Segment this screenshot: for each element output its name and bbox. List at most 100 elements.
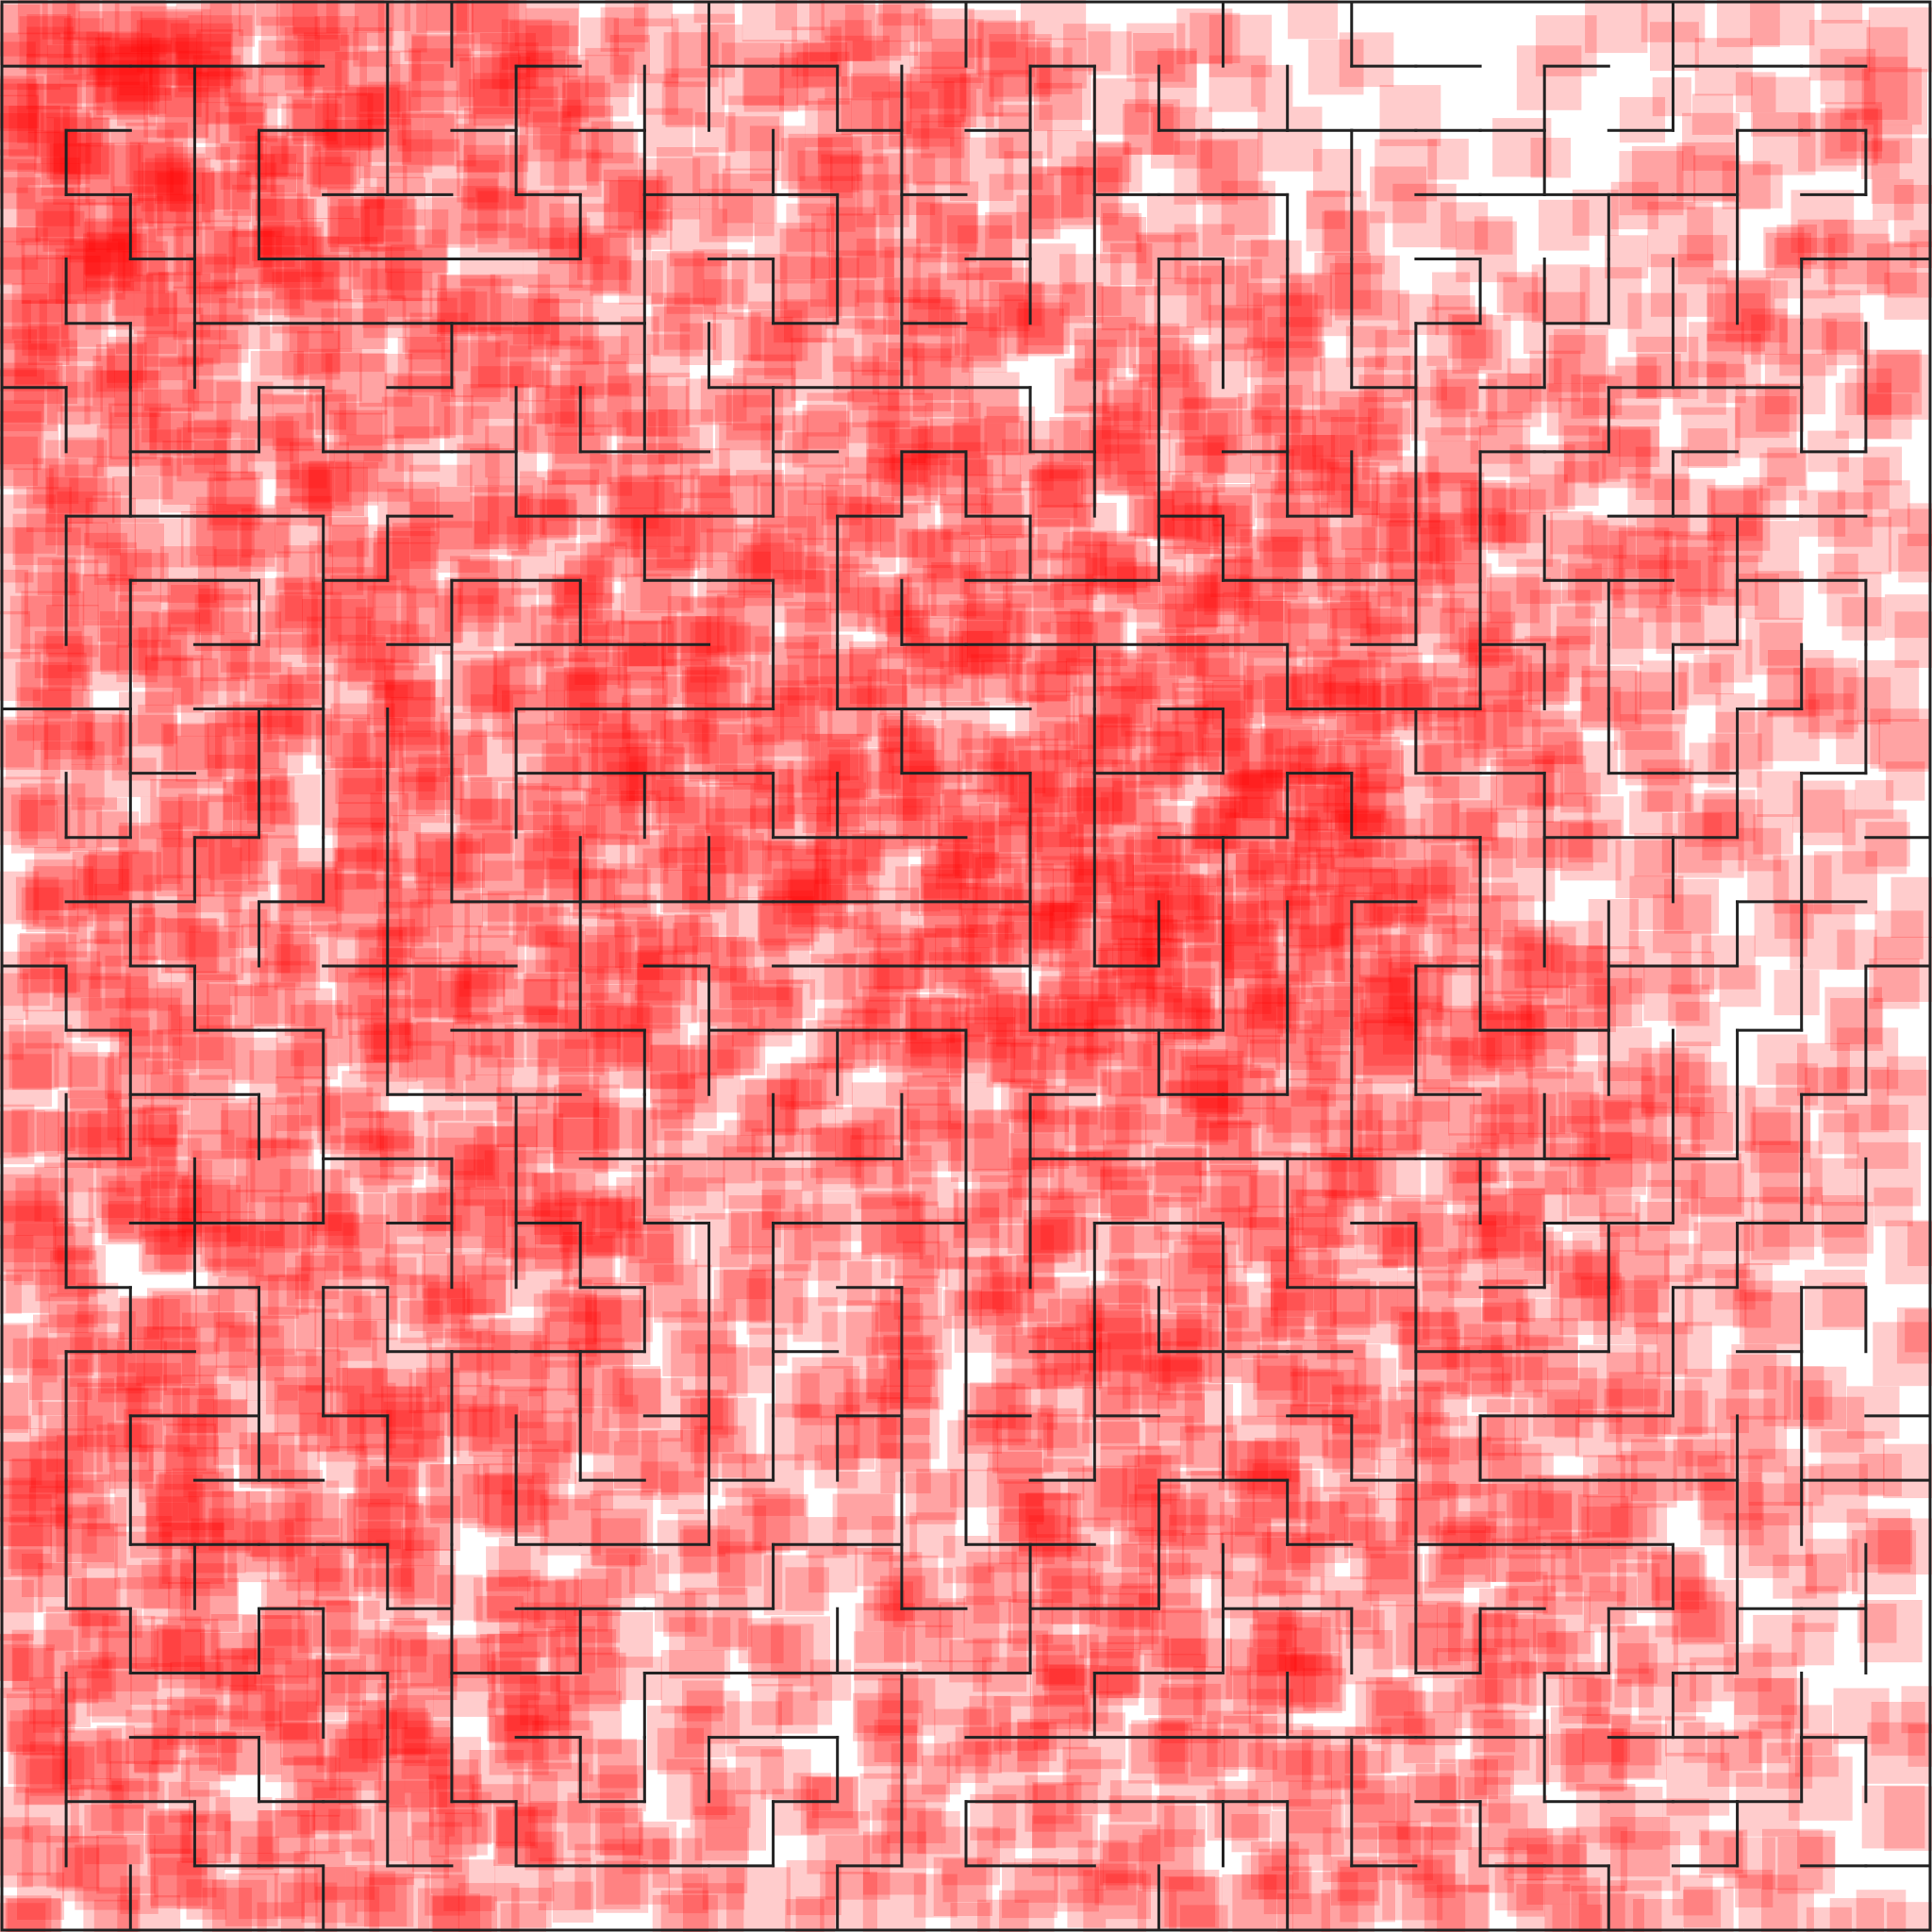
heat-mark xyxy=(560,105,613,158)
heat-mark xyxy=(408,48,472,111)
heat-mark xyxy=(255,173,304,221)
heat-mark xyxy=(86,231,134,279)
heat-mark xyxy=(133,291,177,335)
heat-mark xyxy=(405,319,445,359)
heat-mark xyxy=(307,1658,360,1713)
heat-mark xyxy=(1619,151,1684,216)
heat-mark xyxy=(125,964,173,1011)
heat-mark xyxy=(950,1902,991,1932)
heat-mark xyxy=(1791,1623,1835,1666)
heat-mark xyxy=(1033,1783,1074,1824)
heat-mark xyxy=(1134,822,1184,872)
heat-mark xyxy=(464,893,509,938)
heat-mark xyxy=(1610,1724,1667,1780)
heat-mark xyxy=(561,82,611,131)
heat-mark xyxy=(525,59,589,123)
heat-mark xyxy=(282,322,341,380)
heat-mark xyxy=(1753,112,1816,175)
heat-mark xyxy=(1441,563,1492,613)
heat-mark xyxy=(173,226,236,289)
heat-mark xyxy=(857,238,921,303)
heat-mark xyxy=(781,138,833,190)
heat-mark xyxy=(326,93,384,151)
heat-mark xyxy=(1491,489,1546,543)
heat-mark xyxy=(459,223,524,287)
heat-mark xyxy=(371,823,422,873)
heat-mark xyxy=(307,130,360,185)
heat-mark xyxy=(292,99,339,145)
heat-mark xyxy=(66,348,115,398)
heat-mark xyxy=(884,246,941,304)
heat-mark xyxy=(1864,67,1922,125)
heat-mark xyxy=(1306,190,1345,229)
heat-mark xyxy=(1135,232,1199,296)
heat-mark xyxy=(619,747,685,813)
heat-mark xyxy=(527,190,587,249)
heat-mark xyxy=(699,189,753,242)
heat-mark xyxy=(467,155,524,211)
heat-mark xyxy=(112,186,154,227)
heat-mark xyxy=(1585,0,1648,54)
heat-mark xyxy=(166,8,211,54)
heat-mark xyxy=(437,291,488,342)
heat-mark xyxy=(585,128,639,182)
heat-mark xyxy=(186,253,227,295)
heat-mark xyxy=(889,81,955,147)
heat-mark xyxy=(784,299,827,342)
heat-mark xyxy=(42,199,96,252)
heat-mark xyxy=(36,210,85,259)
heat-mark xyxy=(604,179,659,235)
heat-mark xyxy=(229,103,268,142)
heat-mark xyxy=(803,42,848,87)
heat-mark xyxy=(1062,282,1104,324)
heat-mark xyxy=(1600,1212,1640,1252)
heat-mark xyxy=(1607,365,1662,420)
heat-mark xyxy=(569,232,627,291)
heat-mark xyxy=(27,324,70,365)
heat-mark xyxy=(1671,951,1715,995)
heat-mark xyxy=(674,258,722,306)
heat-mark xyxy=(141,17,189,65)
heat-mark xyxy=(97,33,152,88)
heat-mark xyxy=(199,282,243,326)
heat-mark xyxy=(1526,1844,1588,1905)
heat-mark xyxy=(0,0,48,57)
heat-mark xyxy=(411,36,458,81)
heat-mark xyxy=(788,133,853,199)
heat-mark xyxy=(603,169,663,229)
heat-mark xyxy=(1820,48,1876,105)
heat-mark xyxy=(360,195,415,250)
heat-mark xyxy=(0,241,25,286)
heat-mark xyxy=(1135,50,1197,113)
heat-mark xyxy=(1599,1787,1663,1850)
heat-mark xyxy=(456,0,520,57)
heat-mark xyxy=(908,289,956,337)
heat-mark xyxy=(0,787,38,845)
heat-mark xyxy=(776,979,816,1019)
heat-mark xyxy=(1432,272,1471,310)
heat-mark xyxy=(0,227,39,270)
heat-mark xyxy=(449,0,508,44)
heat-mark xyxy=(259,198,317,256)
heat-mark xyxy=(722,42,785,106)
heat-mark xyxy=(39,299,102,361)
heat-mark xyxy=(0,1634,34,1681)
heat-mark xyxy=(1031,167,1093,230)
heat-mark xyxy=(693,0,735,24)
heat-mark xyxy=(1737,1141,1799,1203)
heat-mark xyxy=(1200,127,1263,191)
heat-mark xyxy=(1805,1539,1858,1591)
heat-mark xyxy=(1530,138,1571,178)
heat-mark xyxy=(252,198,314,261)
heat-mark xyxy=(1861,68,1928,135)
heat-mark xyxy=(844,5,902,61)
heat-mark xyxy=(0,299,31,343)
heat-mark xyxy=(1147,192,1196,242)
heat-mark xyxy=(133,170,187,224)
heat-mark xyxy=(129,142,183,195)
heat-mark xyxy=(1427,139,1469,180)
heat-mark xyxy=(1673,1673,1712,1713)
heat-mark xyxy=(325,0,385,33)
heat-mark xyxy=(1025,243,1076,294)
